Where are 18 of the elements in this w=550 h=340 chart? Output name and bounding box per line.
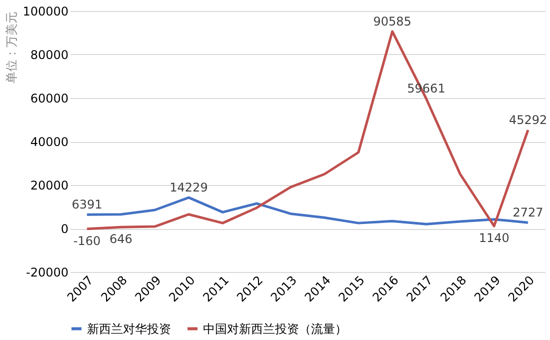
y-tick-label: 0 <box>60 222 68 236</box>
data-label: 6391 <box>72 198 102 212</box>
data-label: 45292 <box>508 112 548 127</box>
data-label: 90585 <box>373 14 412 28</box>
y-tick-label: 100000 <box>22 4 68 18</box>
data-label: 14229 <box>170 180 208 195</box>
y-tick-label: 40000 <box>30 135 68 149</box>
y-tick-label: 80000 <box>30 48 68 62</box>
data-label: 646 <box>109 232 132 246</box>
y-tick-label: 20000 <box>30 178 68 192</box>
y-tick-label: 60000 <box>30 92 68 106</box>
legend-label: 新西兰对华投资 <box>87 322 171 336</box>
data-label: 2727 <box>512 206 544 220</box>
legend-label: 中国对新西兰投资（流量） <box>203 322 347 336</box>
data-label: 1140 <box>478 231 510 246</box>
data-label: -160 <box>73 234 101 248</box>
y-tick-label: -20000 <box>26 266 68 280</box>
y-axis-title: 单位：万美元 <box>4 12 19 84</box>
